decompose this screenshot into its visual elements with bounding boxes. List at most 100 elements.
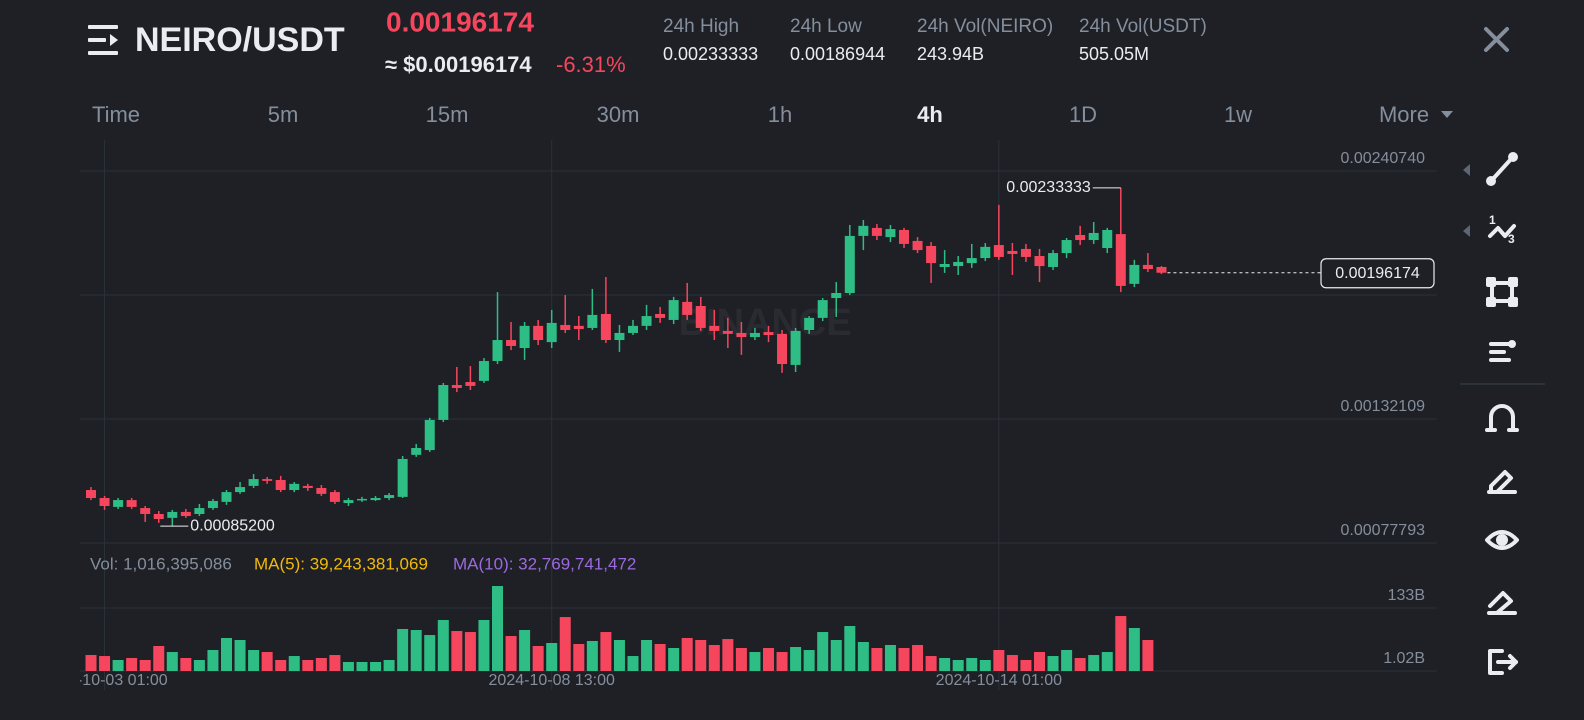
close-button[interactable] xyxy=(1484,27,1509,52)
volume-bar xyxy=(695,639,707,671)
candle-body xyxy=(600,314,611,341)
magnet-tool[interactable] xyxy=(1485,404,1519,432)
drawing-toolbar: 13 xyxy=(1460,152,1545,675)
volume-bar xyxy=(668,648,680,671)
volume-bar xyxy=(166,652,178,671)
candle-body xyxy=(926,245,937,264)
visibility-tool[interactable] xyxy=(1485,530,1519,550)
volume-bar xyxy=(979,659,991,671)
candle-body xyxy=(709,325,720,331)
candle-body xyxy=(411,448,422,455)
timeframe-tab[interactable]: 1w xyxy=(1224,102,1252,127)
volume-bar xyxy=(1115,616,1127,671)
candle-body xyxy=(668,300,679,320)
volume-bar xyxy=(437,619,449,671)
fib-tool[interactable]: 13 xyxy=(1488,213,1516,246)
stat-label: 24h High xyxy=(663,16,739,37)
volume-bar xyxy=(573,643,585,671)
volume-bar xyxy=(139,659,151,671)
volume-bar xyxy=(112,659,124,671)
candle-body xyxy=(1075,235,1086,241)
volume-bar xyxy=(735,648,747,671)
candle-body xyxy=(235,487,246,493)
volume-bar xyxy=(586,640,598,671)
volume-bar xyxy=(1034,652,1045,671)
volume-bar xyxy=(99,656,111,671)
volume-bar xyxy=(505,636,517,671)
candle-body xyxy=(289,483,300,491)
volume-bar xyxy=(559,617,571,671)
candle-body xyxy=(262,479,273,481)
timeframe-tab[interactable]: 30m xyxy=(597,102,640,127)
candle-body xyxy=(384,495,395,499)
candle-body xyxy=(1007,250,1018,254)
volume-bar xyxy=(85,655,97,671)
candle-body xyxy=(844,235,855,293)
volume-bar xyxy=(803,650,815,671)
volume-legend: MA(10): 32,769,741,472 xyxy=(453,554,636,573)
volume-bar xyxy=(424,635,436,671)
y-tick-label: 0.00240740 xyxy=(1340,150,1425,167)
candle-body xyxy=(194,508,205,514)
volume-bar xyxy=(275,659,287,671)
candle-body xyxy=(370,498,381,501)
volume-bar xyxy=(925,656,937,671)
candle-body xyxy=(763,332,774,336)
candle-body xyxy=(86,490,96,499)
volume-bar xyxy=(1142,639,1154,671)
stat-label: 24h Low xyxy=(790,16,862,37)
exit-tool[interactable] xyxy=(1488,649,1518,675)
low-label: 0.00085200 xyxy=(190,517,275,534)
volume-bar xyxy=(627,656,639,671)
stat-value: 0.00233333 xyxy=(663,44,758,64)
candle-body xyxy=(641,316,652,326)
volume-bar xyxy=(1074,657,1086,671)
shape-tool[interactable] xyxy=(1486,277,1518,307)
volume-bar xyxy=(993,650,1005,671)
candle-body xyxy=(533,325,544,341)
timeframe-tab[interactable]: 1D xyxy=(1069,102,1097,127)
timeframe-tab[interactable]: More xyxy=(1379,102,1429,127)
volume-tick-label: 133B xyxy=(1388,587,1425,604)
volume-bar xyxy=(1020,659,1032,671)
candle-body xyxy=(804,317,815,330)
candle-body xyxy=(506,340,517,346)
stat-label: 24h Vol(USDT) xyxy=(1079,16,1207,37)
volume-bar xyxy=(464,632,476,671)
volume-bar xyxy=(153,646,165,671)
timeframe-tab[interactable]: 5m xyxy=(268,102,299,127)
stat-value: 505.05M xyxy=(1079,44,1149,64)
volume-bar xyxy=(519,630,531,671)
timeframe-tab[interactable]: 15m xyxy=(426,102,469,127)
eraser-tool[interactable] xyxy=(1487,591,1517,615)
x-tick-label: 2024-10-14 01:00 xyxy=(936,672,1062,689)
timeframe-tab[interactable]: Time xyxy=(92,102,140,127)
volume-bar xyxy=(193,659,205,671)
candle-body xyxy=(248,479,259,486)
candle-body xyxy=(99,498,110,506)
volume-bar xyxy=(356,661,368,671)
menu-icon[interactable] xyxy=(88,25,118,55)
timeframe-tab[interactable]: 1h xyxy=(768,102,792,127)
more-arrow[interactable] xyxy=(1441,111,1453,118)
volume-bar xyxy=(492,586,503,671)
candle-body xyxy=(1061,240,1072,254)
candle-body xyxy=(695,306,706,328)
candle-body xyxy=(871,227,882,236)
candle-body xyxy=(167,511,178,518)
y-tick-label: 0.00132109 xyxy=(1340,398,1425,415)
timeframe-tab[interactable]: 4h xyxy=(917,102,943,127)
trend-line-tool[interactable] xyxy=(1486,152,1518,186)
volume-bar xyxy=(749,652,761,671)
candle-body xyxy=(438,385,449,420)
candle-body xyxy=(885,229,896,238)
lock-drawing-tool[interactable] xyxy=(1487,470,1517,494)
candle-body xyxy=(465,382,476,386)
volume-bar xyxy=(370,661,382,671)
text-tool[interactable] xyxy=(1489,340,1516,362)
volume-bar xyxy=(641,639,653,671)
pair-title[interactable]: NEIRO/USDT xyxy=(135,21,345,59)
volume-bar xyxy=(261,652,273,671)
